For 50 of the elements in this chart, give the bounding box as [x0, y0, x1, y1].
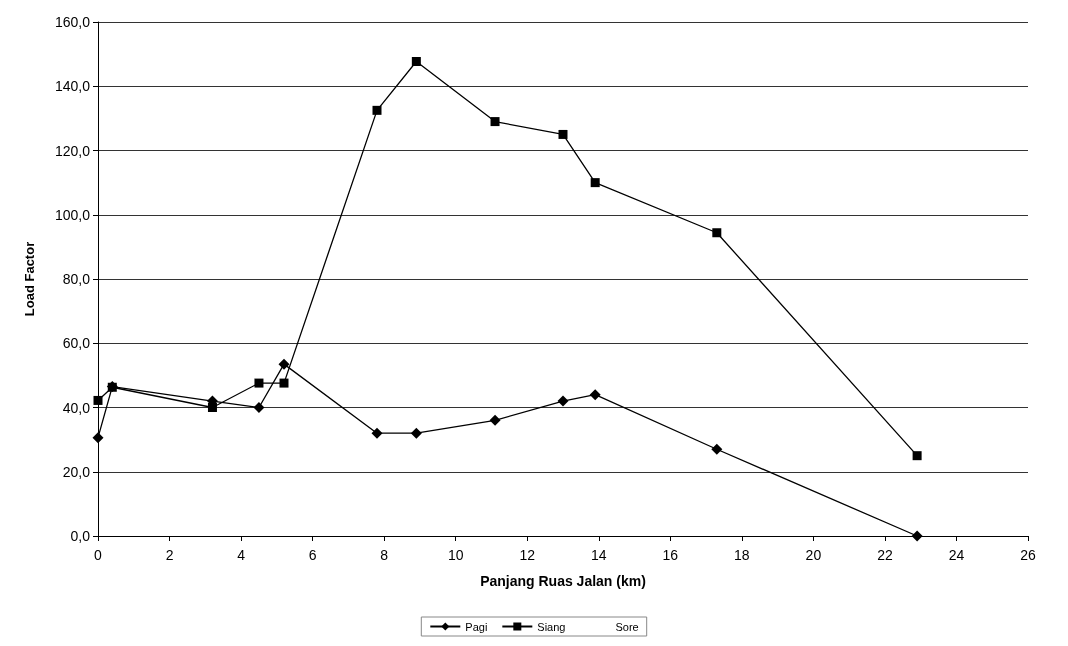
x-tick-label: 26 [1020, 547, 1036, 563]
x-tick-label: 6 [308, 547, 317, 563]
point [589, 389, 601, 401]
point [490, 117, 500, 127]
point [371, 427, 383, 439]
y-tick-label: 120,0 [54, 142, 91, 159]
x-tick-label: 12 [519, 547, 536, 563]
point [411, 57, 421, 67]
text: Sore [615, 620, 639, 633]
x-tick-label: 10 [447, 547, 464, 563]
y-tick-label: 60,0 [62, 335, 91, 352]
point [410, 427, 422, 439]
point [278, 358, 290, 370]
x-tick-label: 0 [94, 547, 103, 563]
point [558, 129, 568, 139]
y-tick-label: 80,0 [62, 271, 91, 287]
point [372, 105, 382, 115]
point [279, 378, 289, 388]
x-tick-label: 24 [948, 547, 965, 563]
y-tick-label: 20,0 [62, 463, 91, 480]
x-tick-label: 18 [734, 547, 750, 563]
point [93, 395, 103, 405]
point [92, 432, 104, 444]
y-tick-label: 160,0 [54, 14, 91, 30]
y-axis-title: Load Factor [22, 241, 37, 317]
point [911, 530, 923, 542]
y-tick-label: 40,0 [62, 399, 91, 416]
legend-label: Siang [537, 620, 566, 633]
point [254, 378, 264, 388]
point [107, 382, 117, 392]
x-tick-label: 4 [237, 547, 246, 563]
x-tick-label: 20 [805, 547, 822, 563]
y-tick-label: 0,0 [70, 528, 91, 544]
point [912, 451, 922, 461]
point [489, 414, 501, 426]
point [590, 178, 600, 188]
point [711, 443, 723, 455]
y-tick-label: 140,0 [54, 78, 91, 95]
point [207, 403, 217, 412]
point [557, 395, 569, 407]
x-tick-label: 8 [380, 547, 389, 563]
point [712, 228, 722, 238]
x-axis-title: Panjang Ruas Jalan (km) [480, 573, 646, 589]
x-tick-label: 14 [590, 547, 607, 563]
x-tick-label: 2 [165, 547, 174, 563]
x-tick-label: 16 [662, 547, 679, 563]
y-tick-label: 100,0 [54, 206, 91, 223]
legend-label: Pagi [465, 620, 488, 633]
x-tick-label: 22 [877, 547, 893, 563]
point [253, 402, 265, 413]
